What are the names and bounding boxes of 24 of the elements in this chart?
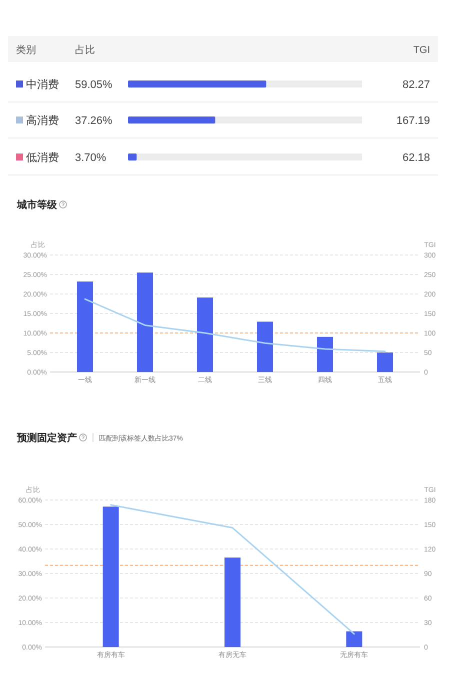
category-label: 低消费 <box>26 152 59 164</box>
text: 62.18 <box>402 152 430 164</box>
bar <box>197 298 213 372</box>
line-series <box>84 298 386 352</box>
category-label: 中消费 <box>26 79 59 91</box>
data-label: 3.70% <box>75 152 106 164</box>
bar <box>346 631 362 647</box>
text: TGI <box>413 45 430 56</box>
chart-title: 预测固定资产 <box>16 432 77 444</box>
bar <box>377 352 393 372</box>
text: 82.27 <box>402 79 430 91</box>
data-label: 59.05% <box>75 79 113 91</box>
bar <box>102 506 119 647</box>
y-axis-title: 类别 <box>16 44 36 56</box>
bar <box>224 558 240 647</box>
x-axis-title: 占比 <box>75 44 95 56</box>
category-label: 高消费 <box>26 115 59 127</box>
bar <box>317 336 333 372</box>
chart-title: 城市等级 <box>16 199 58 211</box>
bar <box>77 282 93 372</box>
text: 167.19 <box>396 115 430 127</box>
bar <box>137 272 153 372</box>
data-label: 37.26% <box>75 115 113 127</box>
bar <box>257 322 273 372</box>
